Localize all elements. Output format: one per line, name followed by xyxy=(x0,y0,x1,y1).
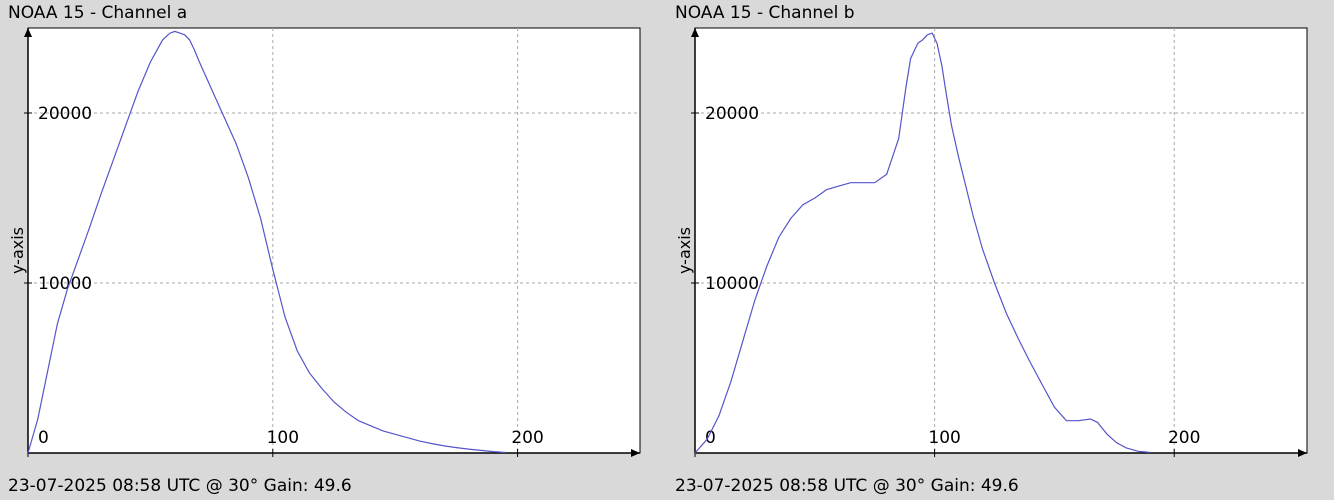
y-axis-label: y-axis xyxy=(675,227,694,274)
y-tick-label: 10000 xyxy=(38,274,92,294)
chart-plot-a: 0 100 200 10000 20000 y-axis xyxy=(8,27,641,457)
chart-title: NOAA 15 - Channel b xyxy=(675,3,855,23)
x-tick-label: 0 xyxy=(38,428,49,448)
x-tick-label: 100 xyxy=(267,428,299,448)
x-axis-arrow xyxy=(1298,449,1307,457)
y-axis-label: y-axis xyxy=(8,227,27,274)
plot-area xyxy=(27,27,641,454)
chart-panel-b: NOAA 15 - Channel b 0 100 200 10000 20000 y-a… xyxy=(667,0,1334,500)
x-tick-label: 200 xyxy=(511,428,543,448)
plot-area xyxy=(694,27,1308,454)
y-axis-arrow xyxy=(691,28,699,37)
chart-panel-a: NOAA 15 - Channel a 0 100 200 10000 20000 y-a… xyxy=(0,0,660,500)
series-line xyxy=(694,32,1151,454)
y-tick-label: 20000 xyxy=(38,104,92,124)
chart-footer: 23-07-2025 08:58 UTC @ 30° Gain: 49.6 xyxy=(675,476,1019,496)
x-tick-label: 100 xyxy=(928,428,960,448)
chart-footer: 23-07-2025 08:58 UTC @ 30° Gain: 49.6 xyxy=(8,476,352,496)
chart-plot-b: 0 100 200 10000 20000 y-axis xyxy=(675,27,1308,457)
y-axis-arrow xyxy=(24,28,32,37)
x-tick-label: 0 xyxy=(705,428,716,448)
x-tick-label: 200 xyxy=(1168,428,1200,448)
y-tick-label: 10000 xyxy=(705,274,759,294)
series-line xyxy=(27,30,506,454)
x-axis-arrow xyxy=(631,449,640,457)
chart-title: NOAA 15 - Channel a xyxy=(8,3,188,23)
y-tick-label: 20000 xyxy=(705,104,759,124)
